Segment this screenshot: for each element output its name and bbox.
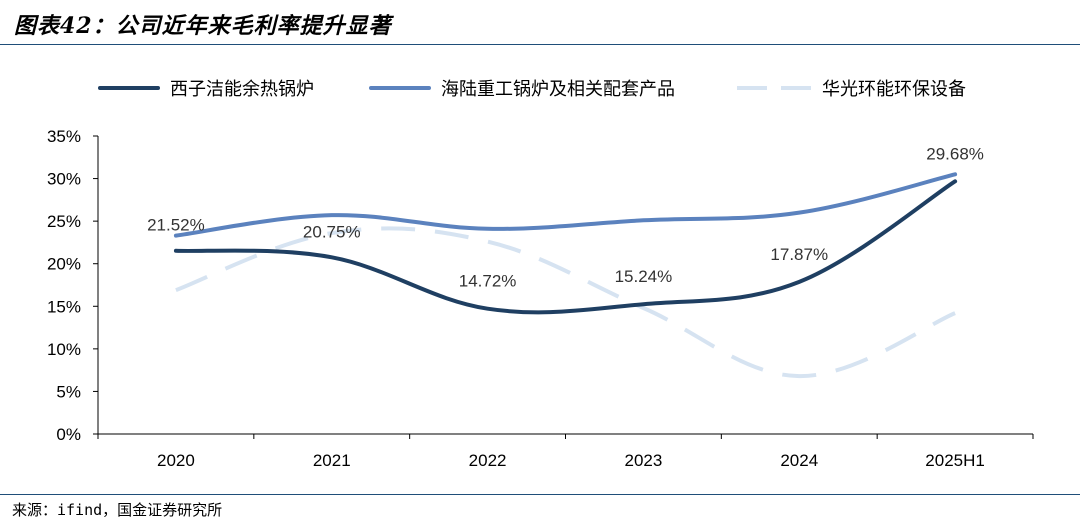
x-tick-label: 2024 xyxy=(780,451,818,470)
data-labels: 21.52% 20.75% 14.72% 15.24% 17.87% 29.68% xyxy=(147,144,984,290)
data-label: 29.68% xyxy=(926,144,984,163)
source-note: 来源：ifind，国金证券研究所 xyxy=(12,501,223,519)
data-label: 14.72% xyxy=(459,272,517,291)
data-label: 17.87% xyxy=(770,245,828,264)
chart-title: 图表42：公司近年来毛利率提升显著 xyxy=(14,13,392,39)
series-line-1 xyxy=(173,179,958,315)
series-line-2 xyxy=(173,172,958,238)
y-tick-label: 0% xyxy=(56,425,81,444)
data-label: 21.52% xyxy=(147,216,205,235)
data-label: 15.24% xyxy=(615,267,673,286)
y-tick-label: 20% xyxy=(47,255,81,274)
y-tick-label: 10% xyxy=(47,340,81,359)
y-tick-label: 35% xyxy=(47,127,81,146)
x-tick-label: 2022 xyxy=(469,451,507,470)
y-axis: 0% 5% 10% 15% 20% 25% 30% 35% xyxy=(47,127,99,444)
y-tick-label: 25% xyxy=(47,212,81,231)
legend: 西子洁能余热锅炉 海陆重工锅炉及相关配套产品 华光环能环保设备 xyxy=(98,79,966,99)
footer-divider xyxy=(0,494,1080,495)
x-tick-label: 2020 xyxy=(157,451,195,470)
legend-label-3: 华光环能环保设备 xyxy=(822,79,966,99)
x-tick-label: 2025H1 xyxy=(925,451,985,470)
x-tick-label: 2021 xyxy=(313,451,351,470)
series-group xyxy=(173,172,958,379)
line-chart: 西子洁能余热锅炉 海陆重工锅炉及相关配套产品 华光环能环保设备 0% 5% 10% 15%… xyxy=(47,79,1034,470)
legend-label-2: 海陆重工锅炉及相关配套产品 xyxy=(441,79,675,99)
x-axis: 2020 2021 2022 2023 2024 2025H1 xyxy=(97,433,1034,470)
y-tick-label: 5% xyxy=(56,382,81,401)
y-tick-label: 30% xyxy=(47,170,81,189)
y-tick-label: 15% xyxy=(47,297,81,316)
title-bar: 图表42：公司近年来毛利率提升显著 xyxy=(0,0,1080,45)
data-label: 20.75% xyxy=(303,222,361,241)
x-tick-label: 2023 xyxy=(625,451,663,470)
legend-label-1: 西子洁能余热锅炉 xyxy=(170,79,314,99)
